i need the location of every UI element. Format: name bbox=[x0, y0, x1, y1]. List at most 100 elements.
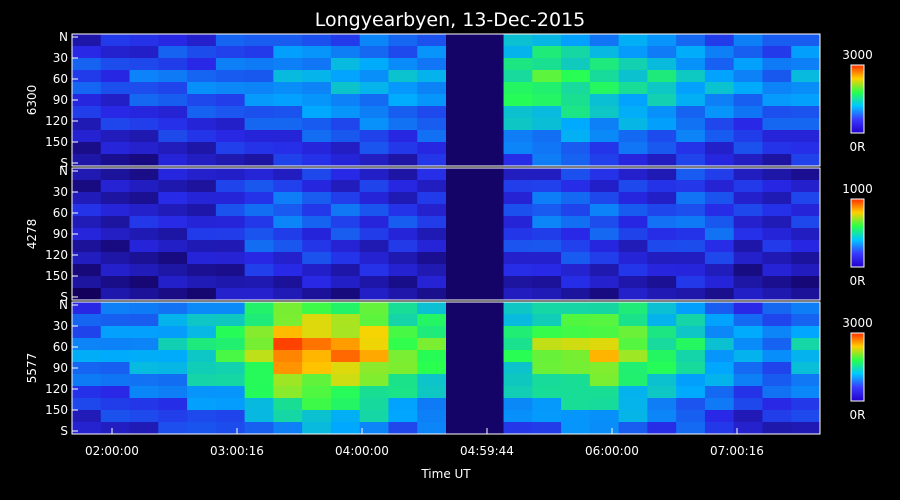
heatmap-cell bbox=[503, 252, 533, 265]
heatmap-cell bbox=[100, 314, 131, 327]
heatmap-cell bbox=[618, 216, 648, 229]
heatmap-cell bbox=[762, 350, 792, 363]
heatmap-cell bbox=[417, 154, 447, 167]
heatmap-cell bbox=[273, 82, 303, 95]
heatmap-cell bbox=[417, 228, 447, 241]
heatmap-cell bbox=[244, 106, 274, 119]
heatmap-cell bbox=[762, 180, 792, 193]
heatmap-cell bbox=[215, 288, 246, 301]
heatmap-cell bbox=[618, 168, 648, 181]
heatmap-cell bbox=[561, 422, 591, 435]
heatmap-cell bbox=[388, 82, 418, 95]
heatmap-cell bbox=[647, 130, 677, 143]
heatmap-cell bbox=[244, 204, 274, 217]
heatmap-cell bbox=[129, 240, 159, 253]
heatmap-cell bbox=[187, 338, 217, 351]
heatmap-cell bbox=[417, 374, 447, 387]
heatmap-cell bbox=[244, 386, 274, 399]
heatmap-cell bbox=[330, 142, 361, 155]
heatmap-cell bbox=[704, 302, 735, 315]
heatmap-cell bbox=[618, 240, 648, 253]
heatmap-cell bbox=[244, 154, 274, 167]
heatmap-cell bbox=[503, 362, 533, 375]
heatmap-cell bbox=[503, 338, 533, 351]
heatmap-cell bbox=[187, 46, 217, 59]
heatmap-cell bbox=[762, 168, 792, 181]
heatmap-cell bbox=[129, 204, 159, 217]
heatmap-cell bbox=[561, 192, 591, 205]
heatmap-cell bbox=[791, 180, 821, 193]
heatmap-cell bbox=[417, 276, 447, 289]
panel-wavelength-label: 5577 bbox=[25, 353, 39, 384]
heatmap-cell bbox=[532, 374, 562, 387]
heatmap-cell bbox=[676, 338, 706, 351]
heatmap-cell bbox=[388, 338, 418, 351]
heatmap-cell bbox=[417, 314, 447, 327]
heatmap-cell bbox=[302, 302, 332, 315]
heatmap-cell bbox=[676, 374, 706, 387]
heatmap-cell bbox=[129, 142, 159, 155]
heatmap-cell bbox=[589, 168, 620, 181]
heatmap-cell bbox=[330, 70, 361, 83]
heatmap-cell bbox=[503, 386, 533, 399]
heatmap-cell bbox=[474, 70, 505, 83]
heatmap-cell bbox=[704, 46, 735, 59]
heatmap-cell bbox=[762, 82, 792, 95]
heatmap-cell bbox=[330, 386, 361, 399]
heatmap-cell bbox=[72, 46, 102, 59]
heatmap-cell bbox=[388, 204, 418, 217]
heatmap-cell bbox=[474, 216, 505, 229]
heatmap-cell bbox=[129, 314, 159, 327]
heatmap-cell bbox=[647, 70, 677, 83]
heatmap-cell bbox=[791, 422, 821, 435]
heatmap-cell bbox=[503, 276, 533, 289]
heatmap-cell bbox=[704, 326, 735, 339]
heatmap-cell bbox=[589, 130, 620, 143]
heatmap-cell bbox=[446, 204, 476, 217]
heatmap-cell bbox=[273, 350, 303, 363]
heatmap-cell bbox=[532, 288, 562, 301]
heatmap-cell bbox=[302, 34, 332, 47]
heatmap-cell bbox=[474, 314, 505, 327]
heatmap-cell bbox=[589, 410, 620, 423]
heatmap-cell bbox=[791, 264, 821, 277]
heatmap-cell bbox=[359, 374, 389, 387]
heatmap-cell bbox=[791, 398, 821, 411]
heatmap-cell bbox=[273, 302, 303, 315]
heatmap-cell bbox=[704, 154, 735, 167]
heatmap-cell bbox=[474, 398, 505, 411]
heatmap-cell bbox=[474, 252, 505, 265]
heatmap-cell bbox=[647, 326, 677, 339]
heatmap-cell bbox=[158, 398, 188, 411]
heatmap-cell bbox=[359, 350, 389, 363]
heatmap-cell bbox=[129, 82, 159, 95]
heatmap-cell bbox=[302, 398, 332, 411]
heatmap-cell bbox=[762, 422, 792, 435]
heatmap-cell bbox=[532, 326, 562, 339]
heatmap-cell bbox=[561, 82, 591, 95]
heatmap-cell bbox=[618, 276, 648, 289]
heatmap-cell bbox=[388, 130, 418, 143]
heatmap-cell bbox=[733, 204, 763, 217]
heatmap-cell bbox=[273, 204, 303, 217]
heatmap-cell bbox=[503, 326, 533, 339]
heatmap-cell bbox=[647, 228, 677, 241]
heatmap-cell bbox=[187, 228, 217, 241]
heatmap-cell bbox=[302, 118, 332, 131]
heatmap-cell bbox=[273, 422, 303, 435]
heatmap-cell bbox=[417, 386, 447, 399]
heatmap-cell bbox=[244, 314, 274, 327]
heatmap-cell bbox=[474, 142, 505, 155]
heatmap-cell bbox=[446, 94, 476, 107]
heatmap-cell bbox=[704, 398, 735, 411]
heatmap-cell bbox=[791, 252, 821, 265]
heatmap-cell bbox=[532, 228, 562, 241]
heatmap-cell bbox=[446, 362, 476, 375]
heatmap-cell bbox=[330, 302, 361, 315]
heatmap-cell bbox=[302, 58, 332, 71]
heatmap-cell bbox=[503, 374, 533, 387]
heatmap-cell bbox=[388, 398, 418, 411]
heatmap-cell bbox=[647, 374, 677, 387]
heatmap-cell bbox=[618, 154, 648, 167]
heatmap-cell bbox=[302, 130, 332, 143]
